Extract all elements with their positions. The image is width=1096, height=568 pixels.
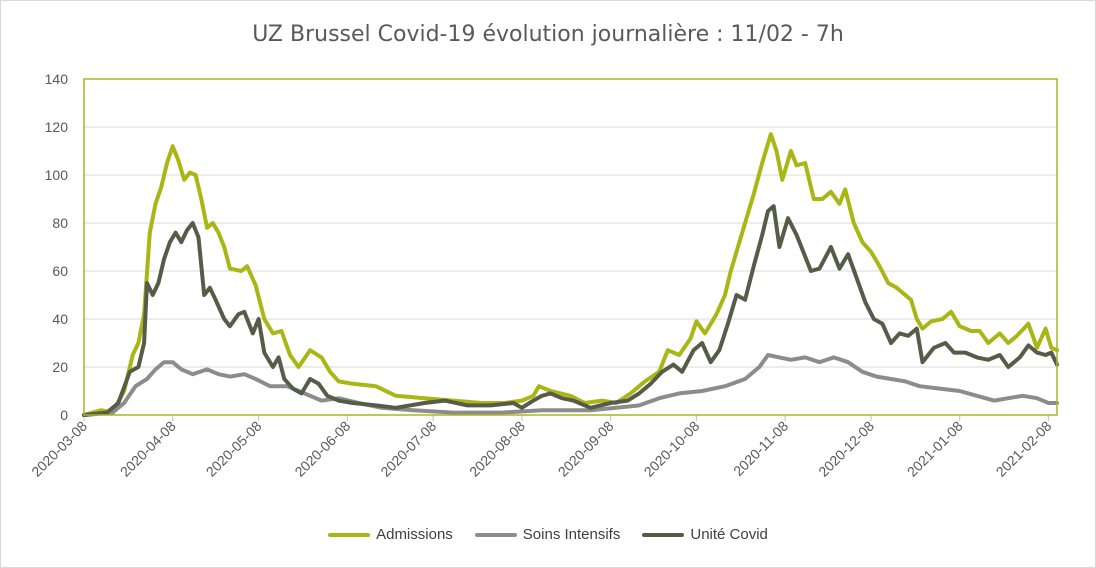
legend-label: Soins Intensifs — [522, 526, 621, 543]
y-axis-ticks: 0 20 40 60 80 100 120 140 — [45, 71, 69, 423]
legend-swatch — [474, 532, 517, 537]
y-tick-label: 80 — [52, 215, 68, 231]
gridlines — [84, 78, 1057, 416]
x-tick-label: 2020-09-08 — [555, 418, 617, 480]
x-tick-label: 2020-10-08 — [641, 418, 703, 480]
legend-swatch — [328, 532, 371, 537]
plot-area-border — [83, 78, 1058, 416]
x-axis-ticks: 2020-03-08 2020-04-08 2020-05-08 2020-06-08… — [28, 414, 1057, 480]
x-tick-label: 2020-07-08 — [377, 418, 439, 480]
x-tick-label: 2020-08-08 — [466, 418, 528, 480]
x-tick-label: 2020-03-08 — [28, 418, 90, 480]
series-lines — [82, 132, 1059, 417]
legend-swatch — [642, 532, 685, 537]
legend-label: Unité Covid — [690, 526, 768, 543]
x-tick-label: 2020-06-08 — [291, 418, 353, 480]
y-tick-label: 100 — [45, 167, 69, 183]
series-line-admissions — [82, 132, 1059, 417]
x-tick-label: 2020-05-08 — [203, 418, 265, 480]
x-tick-label: 2020-12-08 — [815, 418, 877, 480]
y-tick-label: 40 — [52, 311, 68, 327]
legend-item-unite-covid: Unité Covid — [642, 526, 768, 543]
legend-item-admissions: Admissions — [328, 526, 453, 543]
y-tick-label: 60 — [52, 263, 68, 279]
y-tick-label: 0 — [60, 407, 68, 423]
y-tick-label: 140 — [45, 71, 69, 87]
x-tick-label: 2020-04-08 — [117, 418, 179, 480]
chart-title: UZ Brussel Covid-19 évolution journalièr… — [252, 22, 844, 47]
x-tick-label: 2021-02-08 — [993, 418, 1055, 480]
legend-item-soins-intensifs: Soins Intensifs — [474, 526, 621, 543]
legend: Admissions Soins Intensifs Unité Covid — [0, 526, 1096, 543]
y-tick-label: 20 — [52, 359, 68, 375]
series-line-unite-covid — [82, 204, 1059, 417]
series-line-soins-intensifs — [82, 353, 1059, 417]
legend-label: Admissions — [376, 526, 453, 543]
x-tick-label: 2020-11-08 — [730, 418, 791, 479]
y-tick-label: 120 — [45, 119, 69, 135]
x-tick-label: 2021-01-08 — [904, 418, 966, 480]
